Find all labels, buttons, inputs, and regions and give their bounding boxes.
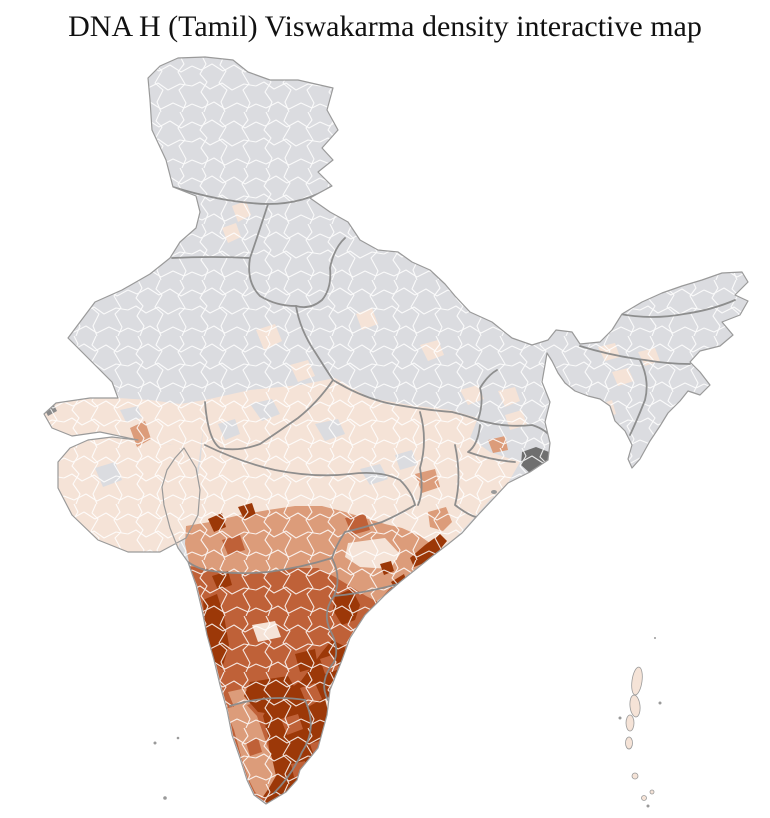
andaman-nicobar-islands[interactable] [625,666,655,801]
page-title: DNA H (Tamil) Viswakarma density interac… [68,10,702,43]
district-boundaries-mesh [44,57,748,804]
india-coastline [43,56,749,805]
small-islets [153,637,662,808]
choropleth-layers [44,57,748,804]
